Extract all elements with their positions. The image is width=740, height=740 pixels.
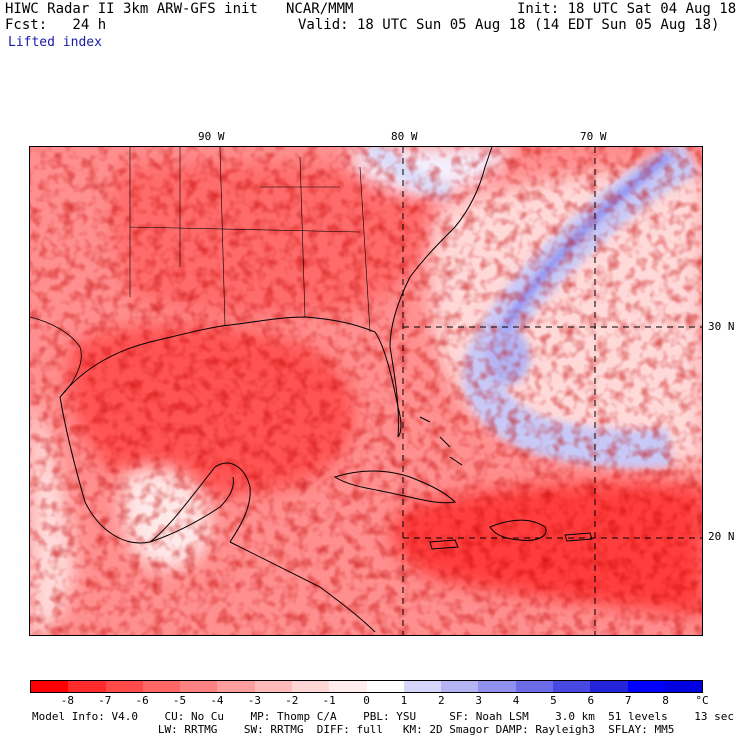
model-info-line-2: LW: RRTMG SW: RRTMG DIFF: full KM: 2D Sm… [32,723,675,736]
colorbar-tick-label: 5 [550,694,557,707]
colorbar-swatch [68,681,106,692]
colorbar-tick-label: -7 [98,694,112,707]
colorbar-tick-label: 1 [400,694,408,707]
colorbar-swatch [552,681,591,692]
colorbar-swatch [515,681,553,692]
puerto-rico-coast [564,532,593,542]
colorbar-swatch [329,681,367,692]
init-time: Init: 18 UTC Sat 04 Aug 18 [517,1,737,17]
lat-lon-grid [402,147,702,635]
lon-label-80w: 80 W [391,130,418,143]
organization-label: NCAR/MMM [286,1,354,17]
colorbar-tick-label: 4 [512,694,520,707]
colorbar-swatch [478,681,516,692]
us-atlantic-coast [389,147,493,438]
mexico-gulf-coast [59,396,234,544]
coastlines [30,147,593,633]
contour-texture [30,147,702,635]
colorbar-swatch [254,681,292,692]
colorbar-tick-label: 0 [363,694,370,707]
colorbar-tick-label: 3 [475,694,482,707]
lat-label-20n: 20 N [708,530,735,543]
colorbar-tick-label: -5 [172,694,187,707]
colorbar-swatch [105,681,143,692]
colorbar-tick-label: -2 [285,694,299,707]
forecast-hour: Fcst: 24 h [5,17,107,33]
bahamas-coast [419,416,463,466]
colorbar-swatch [291,681,330,692]
colorbar-swatch [31,681,69,692]
colorbar-tick-label: -8 [60,694,74,707]
central-america-coast [229,541,376,633]
map-canvas [30,147,702,635]
field-name: Lifted index [8,35,102,50]
colorbar-swatch [590,681,628,692]
colorbar-swatch [180,681,218,692]
colorbar-tick-label: -1 [322,694,336,707]
colorbar-tick-label: 2 [437,694,445,707]
lon-label-90w: 90 W [198,130,225,143]
colorbar-swatch [366,681,404,692]
colorbar-swatch [627,681,665,692]
lon-label-70w: 70 W [580,130,607,143]
colorbar-swatch [142,681,181,692]
jamaica-coast [429,539,459,550]
colorbar-tick-label: -4 [210,694,224,707]
colorbar-swatch [441,681,479,692]
colorbar-swatch [217,681,255,692]
model-info-line-1: Model Info: V4.0 CU: No Cu MP: Thomp C/A… [32,710,734,723]
yucatan-coast [149,462,251,543]
colorbar-tick-label: -6 [135,694,149,707]
colorbar [30,680,703,693]
cuba-coast [333,470,457,504]
colorbar-swatch [664,681,703,692]
valid-time: Valid: 18 UTC Sun 05 Aug 18 (14 EDT Sun … [298,17,720,33]
state-borders [129,147,371,333]
colorbar-tick-label: 7 [624,694,632,707]
colorbar-tick-label: 8 [662,694,669,707]
lifted-index-map [29,146,703,636]
colorbar-tick-label: -3 [247,694,261,707]
colorbar-swatch [403,681,442,692]
product-title: HIWC Radar II 3km ARW-GFS init [5,1,258,17]
colorbar-unit: °C [695,694,709,707]
us-mexico-border [30,316,82,398]
colorbar-tick-label: 6 [587,694,595,707]
lat-label-30n: 30 N [708,320,735,333]
